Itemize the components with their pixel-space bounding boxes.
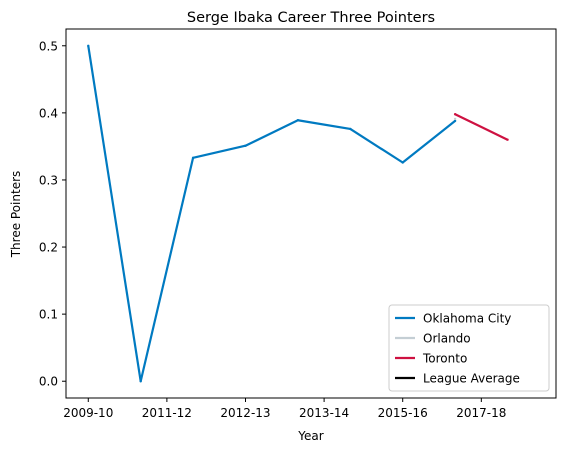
x-tick-label-5: 2017-18 <box>456 406 506 420</box>
y-axis-label: Three Pointers <box>9 171 23 259</box>
series-layer <box>87 44 509 383</box>
legend-frame <box>388 304 550 392</box>
data-point-toronto-0 <box>453 113 457 116</box>
data-point-orlando-0 <box>453 117 457 121</box>
x-axis-label: Year <box>297 429 323 443</box>
x-tick-label-1: 2011-12 <box>142 406 192 420</box>
ticks-layer: 2009-10 2011-12 2012-13 2013-14 2015-16 2017-… <box>39 39 506 420</box>
legend: Oklahoma City Orlando Toronto League Averag… <box>388 304 550 392</box>
data-point-oklahoma-city-7 <box>453 119 457 123</box>
chart-title: Serge Ibaka Career Three Pointers <box>187 10 435 26</box>
x-tick-label-0: 2009-10 <box>63 406 113 420</box>
data-point-oklahoma-city-0 <box>87 44 90 47</box>
plot-frame <box>65 28 557 399</box>
legend-label-toronto: Toronto <box>422 352 467 366</box>
x-tick-label-2: 2012-13 <box>220 406 270 420</box>
x-tick-label-3: 2013-14 <box>299 406 349 420</box>
series-line-toronto <box>454 113 509 141</box>
y-tick-label-3: 0.3 <box>39 173 58 187</box>
y-tick-label-2: 0.2 <box>39 241 58 255</box>
y-tick-label-0: 0.0 <box>39 375 58 389</box>
data-point-oklahoma-city-1 <box>139 380 142 383</box>
data-point-toronto-1 <box>506 138 509 141</box>
data-point-oklahoma-city-2 <box>191 156 195 160</box>
data-point-oklahoma-city-3 <box>244 144 247 147</box>
x-tick-label-4: 2015-16 <box>378 406 428 420</box>
data-point-oklahoma-city-4 <box>296 119 300 122</box>
series-line-oklahoma-city <box>87 45 456 383</box>
legend-label-oklahoma-city: Oklahoma City <box>423 312 511 326</box>
y-tick-label-5: 0.5 <box>39 39 58 53</box>
legend-label-league-average: League Average <box>423 372 520 386</box>
y-tick-label-4: 0.4 <box>39 106 58 120</box>
y-tick-label-1: 0.1 <box>39 308 58 322</box>
data-point-oklahoma-city-5 <box>349 127 352 131</box>
legend-label-orlando: Orlando <box>423 332 471 346</box>
data-point-oklahoma-city-6 <box>401 161 404 164</box>
